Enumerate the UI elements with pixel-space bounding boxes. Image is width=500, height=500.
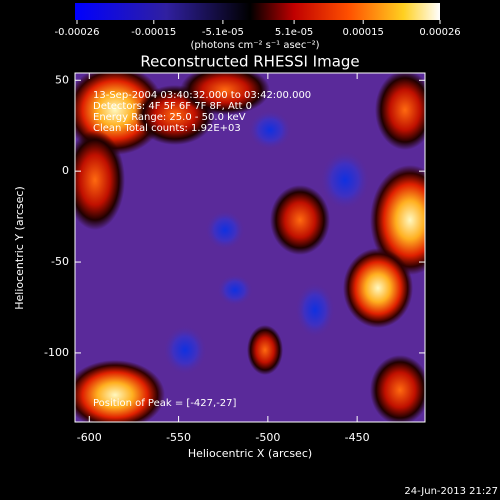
y-tick-label: 0 xyxy=(62,164,69,177)
colorbar xyxy=(75,3,440,20)
chart-title: Reconstructed RHESSI Image xyxy=(140,53,359,71)
x-tick-label: -450 xyxy=(345,431,370,444)
annotation: Detectors: 4F 5F 6F 7F 8F, Att 0 xyxy=(93,101,252,112)
timestamp: 24-Jun-2013 21:27 xyxy=(404,486,498,497)
y-tick-label: 50 xyxy=(55,73,69,86)
y-tick-label: -50 xyxy=(51,255,69,268)
colorbar-tick-label: -0.00026 xyxy=(55,27,100,38)
colorbar-label: (photons cm⁻² s⁻¹ asec⁻²) xyxy=(190,40,319,51)
x-tick-label: -550 xyxy=(166,431,191,444)
peak-label: Position of Peak = [-427,-27] xyxy=(93,398,237,409)
plot-frame xyxy=(74,72,426,423)
colorbar-tick-label: 0.00015 xyxy=(343,27,384,38)
y-axis-label: Heliocentric Y (arcsec) xyxy=(13,186,26,310)
x-tick-label: -500 xyxy=(255,431,280,444)
colorbar-tick-label: 5.1e-05 xyxy=(275,27,313,38)
colorbar-tick-label: 0.00026 xyxy=(419,27,460,38)
y-tick-label: -100 xyxy=(44,346,69,359)
annotation: 13-Sep-2004 03:40:32.000 to 03:42:00.000 xyxy=(93,90,311,101)
annotation: Clean Total counts: 1.92E+03 xyxy=(93,123,241,134)
annotation: Energy Range: 25.0 - 50.0 keV xyxy=(93,112,246,123)
x-tick-label: -600 xyxy=(77,431,102,444)
colorbar-tick-label: -0.00015 xyxy=(131,27,176,38)
heatmap xyxy=(75,73,425,422)
x-axis-label: Heliocentric X (arcsec) xyxy=(188,447,312,460)
colorbar-tick-label: -5.1e-05 xyxy=(202,27,244,38)
